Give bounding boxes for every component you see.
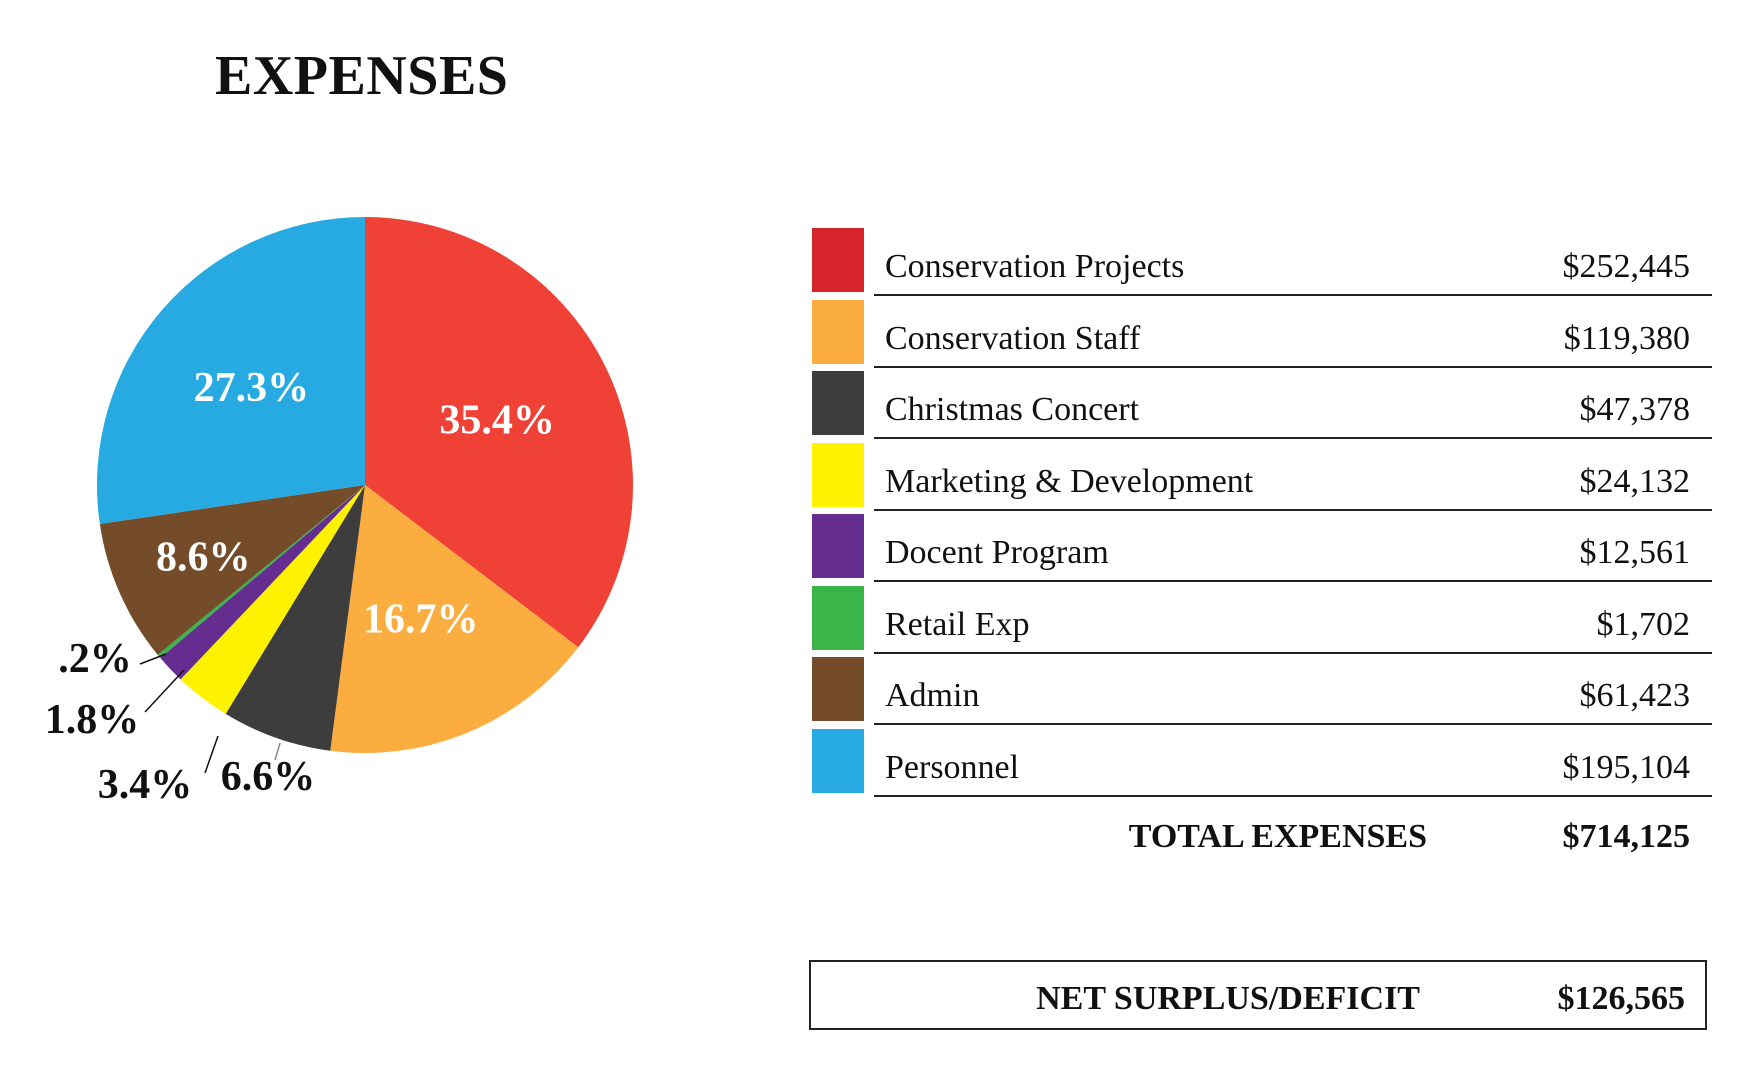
legend-value-label: $24,132 [1579,462,1691,500]
page-title: EXPENSES [215,45,509,107]
legend-row: Admin $61,423 [812,657,1712,729]
legend-divider [874,580,1712,582]
legend-category-label: Conservation Staff [885,319,1141,357]
legend-swatch [812,514,864,578]
legend-divider [874,437,1712,439]
legend-row: Conservation Projects $252,445 [812,228,1712,300]
pie-percent-label: 8.6% [156,534,251,580]
net-surplus-label: NET SURPLUS/DEFICIT [1036,980,1420,1017]
pie-percent-label: 27.3% [194,365,310,411]
pie-chart-svg: 35.4% 16.7% 6.6% 3.4% 1.8% .2% 8.6% 27.3% [45,217,633,808]
legend-category-label: Docent Program [885,534,1109,571]
pie-percent-label: 3.4% [98,762,193,808]
pie-percent-label: 16.7% [363,597,479,643]
legend-category-label: Admin [885,677,980,714]
legend-category-label: Christmas Concert [885,391,1140,428]
pie-leader-line [144,669,185,713]
legend-divider [874,294,1712,296]
total-row: TOTAL EXPENSES $714,125 [812,804,1712,864]
pie-slice-personnel [97,217,366,524]
pie-leader-line [139,653,167,665]
legend-divider [874,508,1712,511]
legend-swatch [812,585,864,650]
legend-value-label: $119,380 [1563,319,1690,357]
legend-category-label: Retail Exp [885,605,1030,643]
legend-value-label: $1,702 [1596,605,1691,643]
pie-percent-label: 6.6% [221,754,316,800]
net-surplus-value: $126,565 [1557,980,1686,1017]
pie-slice-christmas-concert [225,485,365,751]
legend-row: Marketing & Development $24,132 [812,442,1712,515]
pie-percent-label: 35.4% [439,398,555,444]
pie-slice-admin [99,485,365,655]
pie-percent-label: 1.8% [45,697,140,743]
net-surplus-box: NET SURPLUS/DEFICIT $126,565 [809,960,1707,1030]
legend-divider [874,723,1712,725]
legend-row: Retail Exp $1,702 [812,585,1712,658]
legend: Conservation Projects $252,445 Conservatio… [812,228,1712,864]
legend-row: Docent Program $12,561 [812,514,1712,586]
legend-swatch [812,442,864,507]
legend-value-label: $47,378 [1579,391,1691,428]
legend-swatch [812,299,864,364]
pie-slice-docent-program [160,485,365,680]
legend-divider [874,794,1712,797]
legend-swatch [812,371,864,435]
legend-category-label: Personnel [885,748,1020,786]
pie-leader-line [274,742,281,761]
legend-swatch [812,228,864,292]
legend-value-label: $252,445 [1562,248,1691,285]
legend-value-label: $195,104 [1562,748,1691,786]
legend-value-label: $61,423 [1579,677,1691,714]
legend-row: Personnel $195,104 [812,728,1712,801]
legend-value-label: $12,561 [1579,534,1691,571]
legend-swatch [812,657,864,721]
total-expenses-value: $714,125 [1562,818,1691,855]
legend-category-label: Conservation Projects [885,248,1185,285]
legend-divider [874,651,1712,654]
legend-row: Conservation Staff $119,380 [812,299,1712,372]
legend-row: Christmas Concert $47,378 [812,371,1712,443]
legend-swatch [812,728,864,793]
pie-percent-label: .2% [58,636,132,682]
pie-slice-marketing-development [180,485,365,714]
pie-slice-retail-exp [157,485,365,658]
pie-slice-conservation-staff [330,485,579,753]
total-expenses-label: TOTAL EXPENSES [1128,818,1427,855]
legend-category-label: Marketing & Development [885,462,1254,500]
pie-chart: 35.4% 16.7% 6.6% 3.4% 1.8% .2% 8.6% 27.3% [0,0,720,1082]
pie-leader-line [204,735,219,774]
legend-divider [874,365,1712,368]
pie-slice-conservation-projects [365,217,633,648]
